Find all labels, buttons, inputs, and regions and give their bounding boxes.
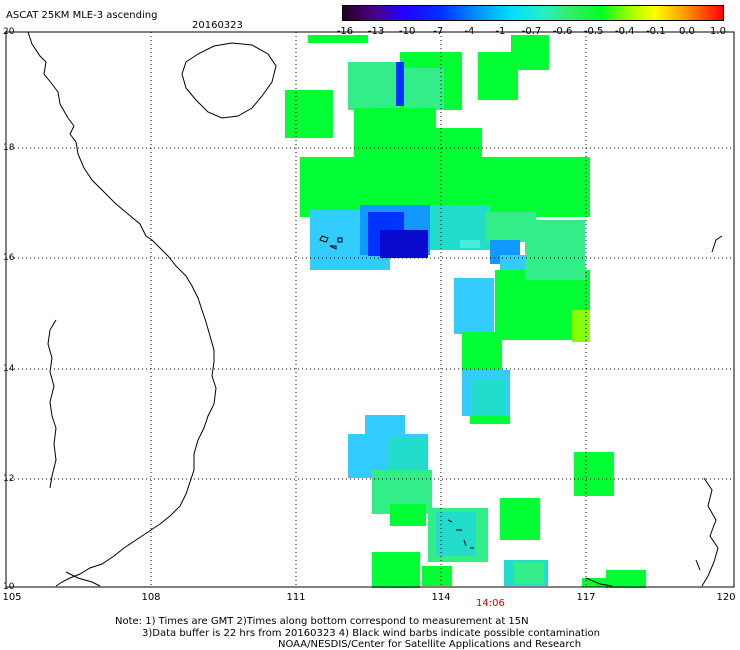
swath-cell xyxy=(436,512,476,556)
palawan-coast xyxy=(585,577,613,587)
longitude-tick-label: 111 xyxy=(286,592,306,603)
swath-cell xyxy=(285,90,333,138)
swath-cell xyxy=(308,35,368,43)
swath-cell xyxy=(572,310,590,342)
swath-cell xyxy=(380,230,428,258)
coastline xyxy=(27,31,723,587)
mekong-coast xyxy=(65,571,101,587)
swath-cell xyxy=(454,278,494,334)
swath-cell xyxy=(372,552,420,588)
colorbar xyxy=(342,5,724,21)
plot-frame xyxy=(5,31,735,588)
swath-cell xyxy=(525,220,585,280)
reef-islets-2 xyxy=(447,519,474,549)
swath-cell xyxy=(422,566,452,586)
swath-cell xyxy=(388,438,428,474)
swath-cell xyxy=(514,562,544,584)
swath-cell xyxy=(354,108,436,164)
philippines-coast xyxy=(695,235,723,587)
swath-cell xyxy=(606,570,646,588)
swath-cell xyxy=(365,415,405,435)
swath-time-label: 14:06 xyxy=(476,598,505,609)
latitude-tick-label: 10 xyxy=(3,582,15,592)
footer-note-line-2: 3)Data buffer is 22 hrs from 20160323 4)… xyxy=(142,628,600,639)
latitude-tick-label: 16 xyxy=(3,253,15,263)
swath-cell xyxy=(574,452,614,496)
product-title: ASCAT 25KM MLE-3 ascending xyxy=(6,10,158,21)
swath-cell xyxy=(500,498,540,540)
hainan-coast xyxy=(181,42,277,119)
mainland-coast xyxy=(27,31,217,587)
longitude-tick-label: 105 xyxy=(2,592,22,603)
latitude-tick-label: 20 xyxy=(3,27,15,37)
longitude-tick-label: 114 xyxy=(431,592,451,603)
graticule xyxy=(6,32,734,587)
product-date: 20160323 xyxy=(192,20,243,31)
swath-cell xyxy=(582,578,608,587)
gulf-inlet xyxy=(47,319,57,489)
longitude-tick-label: 108 xyxy=(141,592,161,603)
swath-cell xyxy=(472,380,506,416)
swath-cell xyxy=(396,62,404,106)
footer-credit: NOAA/NESDIS/Center for Satellite Applica… xyxy=(278,639,582,650)
swath-cell xyxy=(312,258,356,270)
wind-swath xyxy=(285,35,646,588)
swath-cell xyxy=(404,68,444,110)
longitude-tick-label: 120 xyxy=(716,592,736,603)
longitude-tick-label: 117 xyxy=(576,592,596,603)
swath-cell xyxy=(348,62,400,110)
reef-islets-1 xyxy=(319,235,343,250)
latitude-tick-label: 12 xyxy=(3,474,15,484)
swath-cell xyxy=(478,52,518,100)
swath-cell xyxy=(462,332,502,372)
swath-cell xyxy=(470,416,510,424)
latitude-tick-label: 18 xyxy=(3,143,15,153)
swath-cell xyxy=(390,504,426,526)
footer-note-line-1: Note: 1) Times are GMT 2)Times along bot… xyxy=(115,616,529,627)
latitude-tick-label: 14 xyxy=(3,364,15,374)
swath-cell xyxy=(460,240,480,248)
